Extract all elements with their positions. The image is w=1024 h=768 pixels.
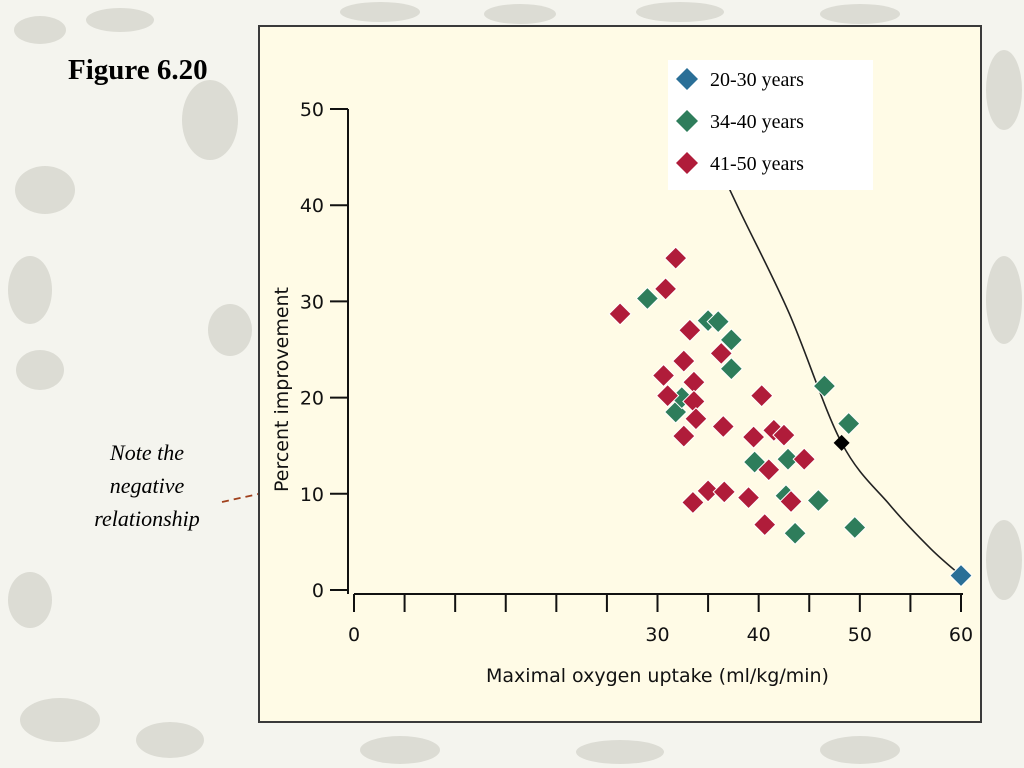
legend: 20-30 years 34-40 years 41-50 years bbox=[668, 60, 873, 190]
note-line-1: Note the bbox=[110, 440, 184, 465]
data-point bbox=[709, 341, 733, 366]
figure-label: Figure 6.20 bbox=[68, 54, 208, 86]
y-ticks: 0 10 20 30 40 50 bbox=[300, 99, 348, 602]
data-point bbox=[696, 479, 720, 503]
chart-panel: 0 30 40 50 60 0 10 20 30 40 50 Maximal oxygen upt… bbox=[258, 25, 982, 723]
data-point bbox=[635, 286, 660, 311]
data-point bbox=[672, 349, 696, 373]
x-ticks: 0 30 40 50 60 bbox=[348, 594, 973, 646]
x-tick-label: 0 bbox=[348, 624, 360, 646]
legend-label: 34-40 years bbox=[710, 111, 804, 133]
data-point bbox=[664, 246, 688, 270]
negative-relationship-note: Note the negative relationship bbox=[62, 436, 232, 535]
data-point bbox=[741, 425, 766, 449]
data-point bbox=[806, 488, 831, 513]
data-point bbox=[736, 485, 761, 510]
series-41-50-years bbox=[608, 164, 816, 537]
y-tick-label: 0 bbox=[312, 580, 324, 602]
data-point bbox=[812, 374, 837, 398]
data-point bbox=[684, 407, 708, 431]
data-point bbox=[836, 411, 861, 436]
data-point bbox=[678, 318, 702, 342]
data-point bbox=[783, 521, 807, 545]
data-point bbox=[653, 277, 678, 301]
y-tick-label: 40 bbox=[300, 195, 324, 217]
legend-label: 41-50 years bbox=[710, 153, 804, 175]
legend-label: 20-30 years bbox=[710, 69, 804, 91]
x-tick-label: 30 bbox=[645, 624, 669, 646]
scatter-chart: 0 30 40 50 60 0 10 20 30 40 50 Maximal oxygen upt… bbox=[271, 60, 973, 687]
data-point bbox=[792, 447, 816, 471]
data-point-black bbox=[833, 434, 850, 451]
data-point bbox=[655, 383, 680, 408]
series-34-40-years bbox=[635, 286, 867, 545]
data-point bbox=[706, 309, 730, 334]
legend-box bbox=[668, 60, 873, 190]
x-tick-label: 40 bbox=[747, 624, 771, 646]
data-point bbox=[753, 512, 777, 537]
fitted-curve bbox=[692, 110, 962, 577]
data-point bbox=[949, 563, 973, 588]
legend-marker bbox=[676, 110, 698, 132]
y-tick-label: 20 bbox=[300, 388, 324, 410]
legend-marker bbox=[676, 68, 698, 90]
x-tick-label: 60 bbox=[949, 624, 973, 646]
data-point bbox=[608, 302, 632, 326]
data-point bbox=[719, 357, 744, 381]
x-tick-label: 50 bbox=[848, 624, 872, 646]
data-point bbox=[757, 458, 781, 482]
data-point bbox=[711, 414, 735, 439]
data-point bbox=[651, 363, 676, 388]
data-point bbox=[719, 328, 744, 352]
y-tick-label: 10 bbox=[300, 484, 324, 506]
data-point bbox=[772, 423, 796, 447]
data-point bbox=[681, 490, 705, 515]
x-axis-label: Maximal oxygen uptake (ml/kg/min) bbox=[486, 665, 829, 687]
legend-marker bbox=[676, 152, 698, 174]
data-point bbox=[712, 480, 736, 504]
y-tick-label: 30 bbox=[300, 291, 324, 313]
data-point bbox=[749, 383, 774, 408]
y-tick-label: 50 bbox=[300, 99, 324, 121]
data-point bbox=[779, 489, 803, 514]
data-point bbox=[776, 447, 800, 471]
data-points bbox=[608, 99, 973, 588]
data-point bbox=[672, 424, 696, 448]
note-line-2: negative bbox=[109, 473, 185, 498]
data-point bbox=[843, 515, 867, 540]
y-axis-label: Percent improvement bbox=[271, 287, 293, 492]
note-line-3: relationship bbox=[94, 506, 200, 531]
